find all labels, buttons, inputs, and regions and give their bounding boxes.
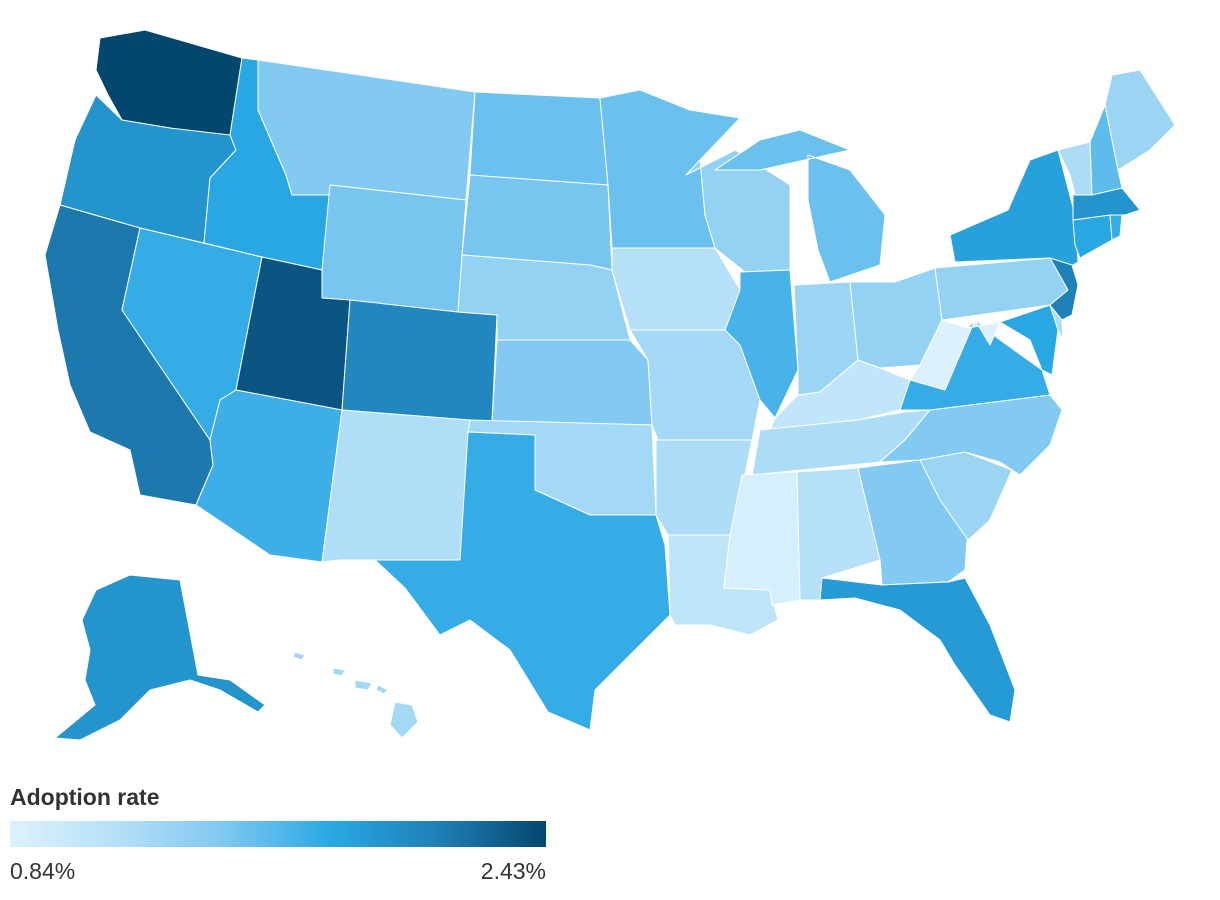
legend-title: Adoption rate xyxy=(10,784,160,810)
state-WV[interactable] xyxy=(909,319,1001,391)
state-NH[interactable] xyxy=(1089,104,1123,196)
state-NY[interactable] xyxy=(949,149,1079,269)
state-NM[interactable] xyxy=(321,409,471,563)
legend: Adoption rate 0.84% 2.43% xyxy=(10,784,550,888)
state-MT[interactable] xyxy=(257,59,476,201)
state-CT[interactable] xyxy=(1072,214,1113,259)
state-FL[interactable] xyxy=(819,577,1016,723)
state-IA[interactable] xyxy=(611,247,741,331)
state-ME[interactable] xyxy=(1104,69,1176,171)
state-HI[interactable] xyxy=(292,651,419,739)
us-choropleth-map xyxy=(44,29,1176,741)
state-IL[interactable] xyxy=(724,269,799,419)
state-AZ[interactable] xyxy=(195,389,343,563)
state-CO[interactable] xyxy=(341,299,498,423)
state-AK[interactable] xyxy=(54,574,266,741)
state-KS[interactable] xyxy=(491,339,653,426)
legend-color-scale xyxy=(10,821,546,847)
state-SD[interactable] xyxy=(461,174,613,271)
state-NJ[interactable] xyxy=(1049,257,1079,321)
state-RI[interactable] xyxy=(1109,214,1123,241)
state-VT[interactable] xyxy=(1057,141,1093,196)
state-MI[interactable] xyxy=(714,129,886,283)
state-ND[interactable] xyxy=(469,91,609,186)
legend-max-label: 2.43% xyxy=(480,858,546,884)
state-TX[interactable] xyxy=(374,431,671,731)
state-WY[interactable] xyxy=(321,184,467,313)
legend-min-label: 0.84% xyxy=(10,858,76,884)
